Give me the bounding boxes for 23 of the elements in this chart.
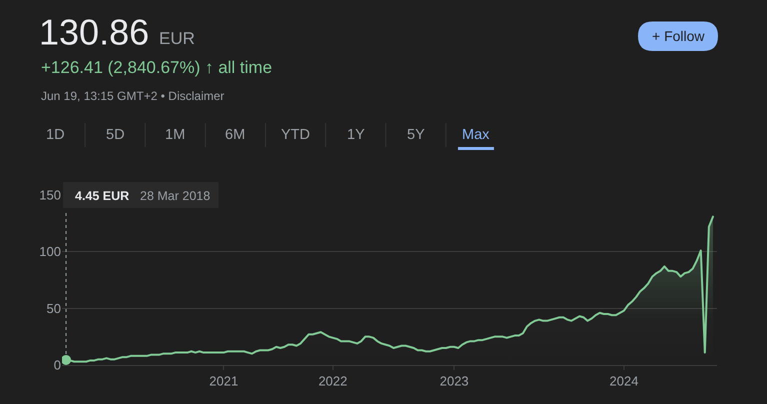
text: 6M — [225, 127, 246, 143]
text: Jun 19, 13:15 GMT+2 • Disclaimer — [41, 89, 224, 103]
text: 1M — [165, 127, 186, 143]
y-tick-label: 150 — [39, 188, 61, 203]
text: 5D — [106, 127, 125, 143]
x-tick-label: 2021 — [209, 374, 238, 389]
text: 1D — [46, 127, 65, 143]
text: 1Y — [347, 127, 366, 143]
text: + Follow — [652, 28, 706, 44]
x-tick-label: 2022 — [318, 374, 348, 389]
text: 5Y — [407, 127, 426, 143]
y-tick-label: 100 — [39, 244, 61, 260]
x-tick-label: 2024 — [610, 374, 638, 389]
chart-title: 130.86 — [39, 12, 150, 53]
x-tick-label: 2023 — [440, 374, 469, 389]
text: YTD — [281, 127, 310, 143]
chart-subtitle: +126.41 (2,840.67%) ↑ all time — [41, 58, 272, 77]
y-tick-label: 0 — [54, 358, 61, 373]
annotation: 28 Mar 2018 — [140, 189, 210, 203]
annotation: 4.45 EUR — [75, 189, 130, 203]
y-tick-label: 50 — [46, 300, 61, 316]
text: EUR — [159, 29, 195, 48]
text: Max — [462, 127, 490, 143]
